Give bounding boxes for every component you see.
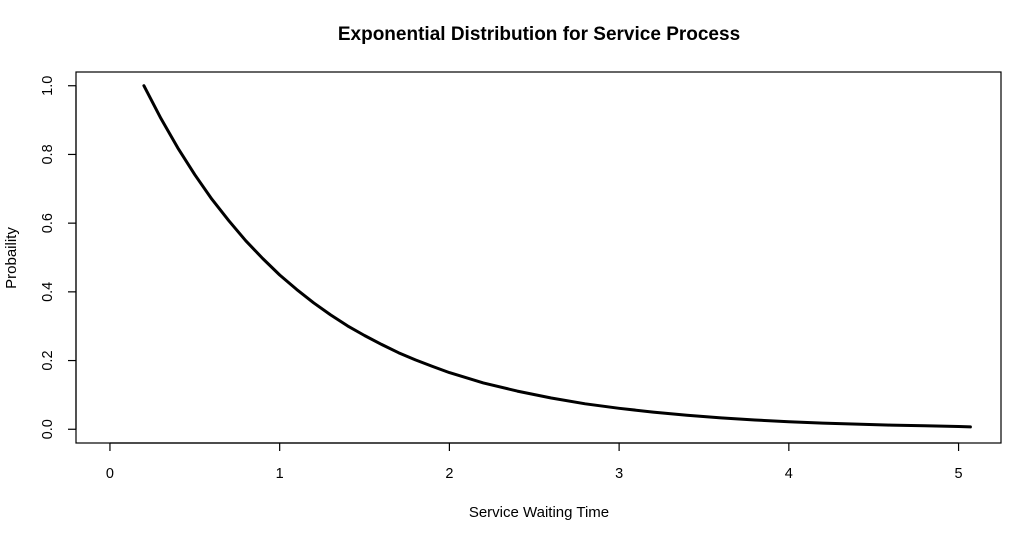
y-axis-label: Probaility <box>3 227 20 289</box>
x-tick-label: 4 <box>785 466 793 482</box>
x-tick-label: 0 <box>106 466 114 482</box>
y-tick-label: 0.8 <box>40 144 56 164</box>
y-tick-label: 0.4 <box>40 282 56 302</box>
y-tick-label: 0.6 <box>40 213 56 233</box>
y-tick-label: 0.2 <box>40 350 56 370</box>
y-tick-label: 0.0 <box>40 419 56 439</box>
y-tick-label: 1.0 <box>40 76 56 96</box>
x-tick-label: 1 <box>276 466 284 482</box>
plot-area <box>75 71 1002 444</box>
series-line-0 <box>142 84 972 429</box>
x-tick-label: 2 <box>445 466 453 482</box>
x-axis-label: Service Waiting Time <box>469 504 609 521</box>
y-axis: 0.0 0.2 0.4 0.6 0.8 1.0 <box>40 76 77 439</box>
x-tick-label: 5 <box>955 466 963 482</box>
x-axis: 0 1 2 3 4 5 <box>106 442 963 482</box>
chart-title: Exponential Distribution for Service Pro… <box>338 24 740 45</box>
series-group <box>142 84 972 429</box>
x-tick-label: 3 <box>615 466 623 482</box>
